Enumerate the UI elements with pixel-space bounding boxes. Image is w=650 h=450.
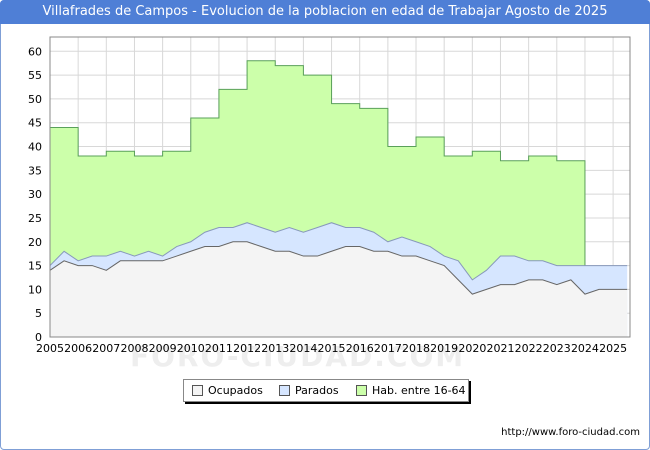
x-tick-label-2014: 2014 <box>289 342 317 355</box>
y-tick-label-35: 35 <box>28 164 42 177</box>
legend-label-ocupados: Ocupados <box>208 384 263 397</box>
y-tick-label-60: 60 <box>28 45 42 58</box>
chart-title: Villafrades de Campos - Evolucion de la … <box>0 0 650 24</box>
x-tick-label-2008: 2008 <box>120 342 148 355</box>
x-tick-label-2016: 2016 <box>346 342 374 355</box>
legend-label-hab: Hab. entre 16-64 <box>372 384 466 397</box>
legend: Ocupados Parados Hab. entre 16-64 <box>183 379 469 402</box>
series-line-hab-entre-16-64 <box>50 60 586 337</box>
y-tick-label-25: 25 <box>28 212 42 225</box>
legend-swatch-ocupados <box>192 385 203 396</box>
x-tick-label-2013: 2013 <box>261 342 289 355</box>
x-tick-label-2005: 2005 <box>36 342 64 355</box>
y-tick-label-15: 15 <box>28 260 42 273</box>
series-area-ocupados <box>50 241 628 337</box>
x-tick-label-2011: 2011 <box>205 342 233 355</box>
y-tick-label-45: 45 <box>28 117 42 130</box>
x-tick-label-2025: 2025 <box>599 342 627 355</box>
y-tick-label-30: 30 <box>28 188 42 201</box>
y-tick-label-40: 40 <box>28 141 42 154</box>
legend-swatch-hab <box>356 385 367 396</box>
x-tick-label-2007: 2007 <box>92 342 120 355</box>
y-tick-label-10: 10 <box>28 283 42 296</box>
x-tick-label-2019: 2019 <box>430 342 458 355</box>
x-tick-label-2009: 2009 <box>149 342 177 355</box>
y-tick-label-55: 55 <box>28 69 42 82</box>
x-tick-label-2022: 2022 <box>515 342 543 355</box>
series-line-ocupados <box>49 241 628 295</box>
x-tick-label-2024: 2024 <box>571 342 599 355</box>
y-tick-label-50: 50 <box>28 93 42 106</box>
x-tick-label-2021: 2021 <box>486 342 514 355</box>
x-tick-label-2017: 2017 <box>374 342 402 355</box>
plot-border <box>49 36 631 338</box>
x-tick-label-2012: 2012 <box>233 342 261 355</box>
series-line-parados <box>49 222 628 281</box>
y-tick-label-5: 5 <box>35 307 42 320</box>
legend-swatch-parados <box>279 385 290 396</box>
x-tick-label-2006: 2006 <box>64 342 92 355</box>
legend-label-parados: Parados <box>295 384 339 397</box>
y-tick-label-20: 20 <box>28 236 42 249</box>
x-tick-label-2010: 2010 <box>177 342 205 355</box>
y-tick-label-0: 0 <box>35 331 42 344</box>
footer-url: http://www.foro-ciudad.com <box>501 427 640 438</box>
x-tick-label-2020: 2020 <box>458 342 486 355</box>
x-tick-label-2023: 2023 <box>543 342 571 355</box>
watermark: FORO-CIUDAD.COM <box>130 340 466 373</box>
x-tick-label-2018: 2018 <box>402 342 430 355</box>
x-tick-label-2015: 2015 <box>318 342 346 355</box>
